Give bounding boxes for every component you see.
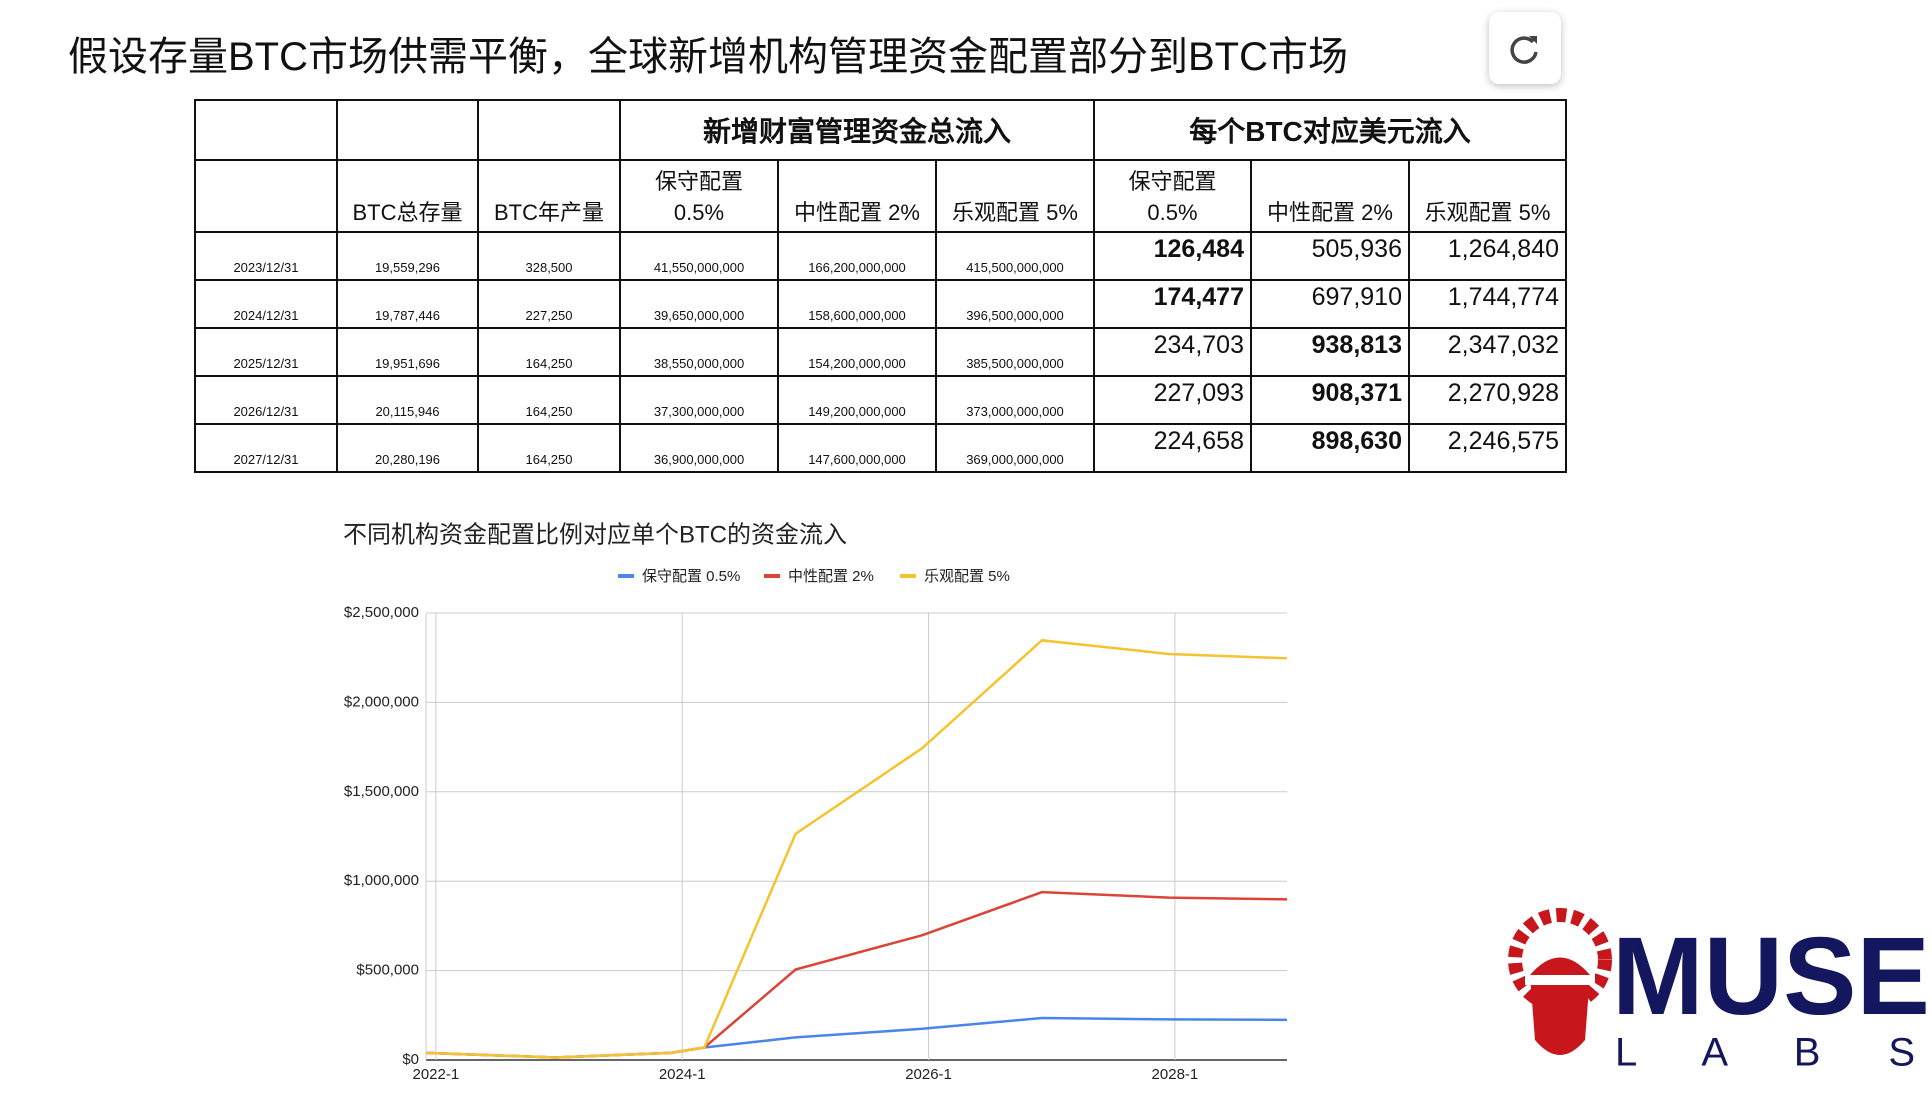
legend-label: 中性配置 2% bbox=[788, 568, 874, 585]
y-tick-label: $2,500,000 bbox=[344, 604, 419, 621]
table-cell: 2024/12/31 bbox=[194, 279, 338, 329]
refresh-icon bbox=[1510, 36, 1538, 64]
table-cell: 224,658 bbox=[1093, 423, 1252, 473]
table-cell: 697,910 bbox=[1250, 279, 1410, 329]
table-cell: 154,200,000,000 bbox=[777, 327, 937, 377]
y-tick-label: $1,500,000 bbox=[344, 783, 419, 800]
data-line bbox=[425, 1016, 1288, 1059]
table-row: 新增财富管理资金总流入 每个BTC对应美元流入 bbox=[194, 99, 1567, 161]
x-tick-label: 2022-1 bbox=[412, 1066, 459, 1083]
table-cell bbox=[336, 99, 479, 161]
table-cell: 164,250 bbox=[477, 375, 621, 425]
table-cell: 385,500,000,000 bbox=[935, 327, 1095, 377]
table-cell: 227,250 bbox=[477, 279, 621, 329]
table-cell: 2,270,928 bbox=[1408, 375, 1567, 425]
legend-label: 乐观配置 5% bbox=[924, 568, 1010, 585]
table-cell: 158,600,000,000 bbox=[777, 279, 937, 329]
y-tick-label: $500,000 bbox=[356, 962, 419, 979]
table-cell: 174,477 bbox=[1093, 279, 1252, 329]
table-cell bbox=[477, 99, 621, 161]
table-cell: 保守配置 0.5% bbox=[619, 159, 779, 233]
table-cell: 中性配置 2% bbox=[777, 159, 937, 233]
table-row: 2025/12/31 19,951,696 164,250 38,550,000,00… bbox=[194, 327, 1567, 377]
table-cell: 19,787,446 bbox=[336, 279, 479, 329]
table-cell: 898,630 bbox=[1250, 423, 1410, 473]
x-tick-label: 2024-1 bbox=[659, 1066, 706, 1083]
table-cell: 938,813 bbox=[1250, 327, 1410, 377]
table-cell: 37,300,000,000 bbox=[619, 375, 779, 425]
table-cell: 126,484 bbox=[1093, 231, 1252, 281]
table-row: 2023/12/31 19,559,296 328,500 41,550,000,00… bbox=[194, 231, 1567, 281]
data-table: 新增财富管理资金总流入 每个BTC对应美元流入 BTC总存量 BTC年产量 保守配置 0… bbox=[194, 99, 1567, 473]
table-cell: 每个BTC对应美元流入 bbox=[1093, 99, 1567, 161]
table-cell: 149,200,000,000 bbox=[777, 375, 937, 425]
table-cell: BTC总存量 bbox=[336, 159, 479, 233]
table-cell: 中性配置 2% bbox=[1250, 159, 1410, 233]
table-cell: 1,264,840 bbox=[1408, 231, 1567, 281]
table-row: 2027/12/31 20,280,196 164,250 36,900,000,00… bbox=[194, 423, 1567, 473]
table-cell: 2,347,032 bbox=[1408, 327, 1567, 377]
table-cell: 38,550,000,000 bbox=[619, 327, 779, 377]
table-row: BTC总存量 BTC年产量 保守配置 0.5% 中性配置 2% 乐观配置 5% 保守配置 … bbox=[194, 159, 1567, 233]
table-cell: 2023/12/31 bbox=[194, 231, 338, 281]
table-cell: 2026/12/31 bbox=[194, 375, 338, 425]
table-cell: 20,280,196 bbox=[336, 423, 479, 473]
refresh-button[interactable] bbox=[1489, 12, 1561, 84]
table-cell: 2027/12/31 bbox=[194, 423, 338, 473]
table-cell: 369,000,000,000 bbox=[935, 423, 1095, 473]
table-cell: 19,951,696 bbox=[336, 327, 479, 377]
table-cell: 396,500,000,000 bbox=[935, 279, 1095, 329]
table-cell: 乐观配置 5% bbox=[935, 159, 1095, 233]
y-tick-label: $2,000,000 bbox=[344, 693, 419, 710]
table-cell: 505,936 bbox=[1250, 231, 1410, 281]
table-cell: 39,650,000,000 bbox=[619, 279, 779, 329]
table-row: 2024/12/31 19,787,446 227,250 39,650,000,00… bbox=[194, 279, 1567, 329]
chart-title: 不同机构资金配置比例对应单个BTC的资金流入 bbox=[343, 521, 847, 548]
legend-label: 保守配置 0.5% bbox=[642, 568, 740, 585]
table-cell: 328,500 bbox=[477, 231, 621, 281]
slide-title: 假设存量BTC市场供需平衡，全球新增机构管理资金配置部分到BTC市场 bbox=[68, 35, 1348, 79]
table-cell: 1,744,774 bbox=[1408, 279, 1567, 329]
table-cell: 166,200,000,000 bbox=[777, 231, 937, 281]
x-tick-label: 2028-1 bbox=[1152, 1066, 1199, 1083]
logo-text: MUSE bbox=[1612, 915, 1930, 1038]
table-cell: 新增财富管理资金总流入 bbox=[619, 99, 1095, 161]
table-cell bbox=[194, 159, 338, 233]
table-cell: 36,900,000,000 bbox=[619, 423, 779, 473]
table-cell: 415,500,000,000 bbox=[935, 231, 1095, 281]
table-row: 2026/12/31 20,115,946 164,250 37,300,000,00… bbox=[194, 375, 1567, 425]
table-cell bbox=[194, 99, 338, 161]
logo-mark bbox=[1508, 908, 1612, 1055]
y-tick-label: $0 bbox=[402, 1051, 419, 1068]
table-cell: 234,703 bbox=[1093, 327, 1252, 377]
table-cell: BTC年产量 bbox=[477, 159, 621, 233]
table-cell: 227,093 bbox=[1093, 375, 1252, 425]
table-cell: 41,550,000,000 bbox=[619, 231, 779, 281]
table-cell: 164,250 bbox=[477, 327, 621, 377]
table-cell: 乐观配置 5% bbox=[1408, 159, 1567, 233]
table-cell: 147,600,000,000 bbox=[777, 423, 937, 473]
table-cell: 2,246,575 bbox=[1408, 423, 1567, 473]
table-cell: 908,371 bbox=[1250, 375, 1410, 425]
table-cell: 2025/12/31 bbox=[194, 327, 338, 377]
table-cell: 373,000,000,000 bbox=[935, 375, 1095, 425]
table-cell: 164,250 bbox=[477, 423, 621, 473]
table-cell: 保守配置 0.5% bbox=[1093, 159, 1252, 233]
x-tick-label: 2026-1 bbox=[905, 1066, 952, 1083]
table-cell: 20,115,946 bbox=[336, 375, 479, 425]
y-tick-label: $1,000,000 bbox=[344, 872, 419, 889]
data-line bbox=[425, 639, 1288, 1059]
table-cell: 19,559,296 bbox=[336, 231, 479, 281]
